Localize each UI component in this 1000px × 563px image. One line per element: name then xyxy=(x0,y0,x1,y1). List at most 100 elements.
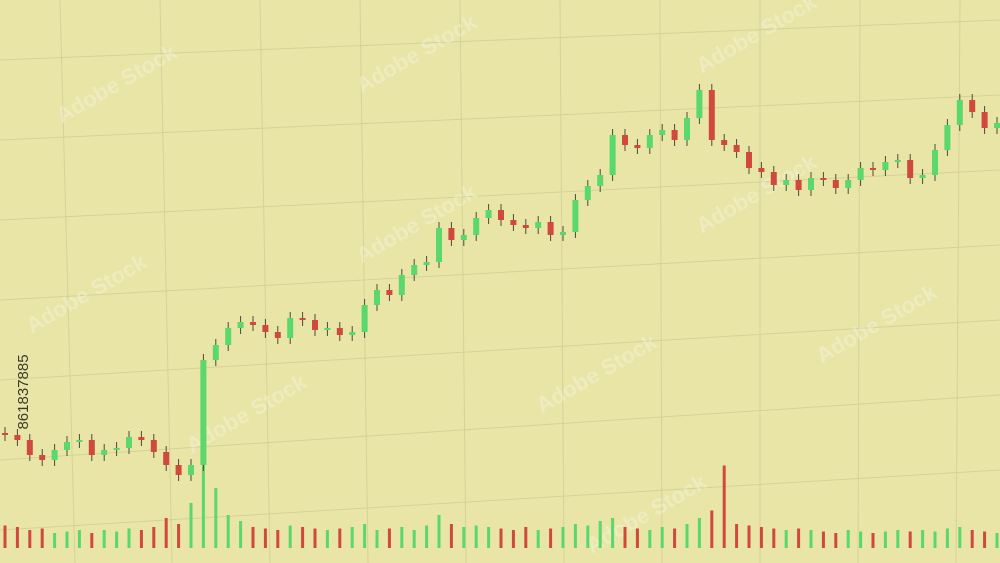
volume-bar xyxy=(301,527,305,548)
candle-body xyxy=(460,235,467,240)
candle-body xyxy=(721,140,728,145)
volume-bar xyxy=(462,527,466,548)
candle-body xyxy=(200,360,207,465)
volume-bar xyxy=(263,528,267,548)
candle-body xyxy=(39,455,46,460)
volume-bar xyxy=(747,525,751,548)
candle-body xyxy=(733,145,740,152)
volume-bar xyxy=(821,531,825,548)
candle-body xyxy=(2,433,8,435)
volume-bar xyxy=(338,528,342,548)
candle-body xyxy=(473,218,480,235)
volume-bar xyxy=(102,530,106,548)
volume-bar xyxy=(797,528,801,548)
candle-body xyxy=(770,172,777,185)
volume-bar xyxy=(487,527,491,548)
candle-body xyxy=(485,210,492,218)
volume-bar xyxy=(276,530,280,548)
volume-bar xyxy=(511,530,515,548)
candle-body xyxy=(88,440,95,455)
volume-bar xyxy=(412,530,416,548)
watermark: Adobe Stock xyxy=(352,9,482,98)
volume-bar xyxy=(164,518,168,548)
candle-body xyxy=(101,450,108,455)
volume-bar xyxy=(611,518,615,548)
volume-bar xyxy=(995,533,999,548)
candle-body xyxy=(225,328,232,345)
volume-bar xyxy=(350,527,354,548)
volume-bar xyxy=(251,527,255,548)
volume-bar xyxy=(759,527,763,548)
volume-bar xyxy=(214,488,218,548)
candle-body xyxy=(51,450,58,460)
volume-bar xyxy=(239,521,243,548)
volume-bar xyxy=(15,527,19,548)
volume-bar xyxy=(958,527,962,548)
volume-bar xyxy=(635,528,639,548)
volume-bar xyxy=(933,531,937,548)
candle-body xyxy=(522,225,529,228)
volume-bar xyxy=(288,525,292,548)
volume-bar xyxy=(152,527,156,548)
candle-body xyxy=(981,112,988,128)
volume-bar xyxy=(3,525,7,548)
volume-bar xyxy=(437,515,441,548)
candle-body xyxy=(436,228,442,262)
candle-body xyxy=(361,305,368,332)
volume-bar xyxy=(115,531,119,548)
volume-bar xyxy=(226,515,230,548)
candle-body xyxy=(312,320,318,330)
volume-bar xyxy=(425,525,429,548)
volume-bar xyxy=(449,524,453,548)
candle-body xyxy=(708,90,715,140)
candle-body xyxy=(64,442,70,450)
candle-body xyxy=(671,130,678,140)
candle-body xyxy=(510,220,517,225)
volume-bar xyxy=(983,531,987,548)
volume-bar xyxy=(697,518,701,548)
volume-bar xyxy=(77,530,81,548)
candle-body xyxy=(423,262,430,265)
volume-bar xyxy=(90,533,94,548)
volume-bar xyxy=(722,465,726,548)
volume-bar xyxy=(201,420,205,548)
watermark: Adobe Stock xyxy=(22,249,152,338)
candle-body xyxy=(646,135,653,148)
candle-body xyxy=(262,325,269,332)
candle-body xyxy=(175,465,182,475)
volume-bar xyxy=(648,530,652,548)
volume-bar xyxy=(189,503,193,548)
candle-body xyxy=(448,228,455,240)
candle-body xyxy=(994,123,1000,128)
candle-body xyxy=(857,168,864,180)
volume-bar xyxy=(809,530,813,548)
candle-body xyxy=(535,222,542,228)
candle-body xyxy=(237,322,244,328)
candle-body xyxy=(163,452,170,465)
volume-bar xyxy=(586,525,590,548)
candle-body xyxy=(584,186,591,200)
volume-bar xyxy=(536,530,540,548)
volume-bar xyxy=(139,530,143,548)
volume-bar xyxy=(127,528,131,548)
volume-bar xyxy=(549,528,553,548)
candle-body xyxy=(287,318,294,338)
volume-bar xyxy=(735,524,739,548)
candle-body xyxy=(14,435,21,440)
volume-bar xyxy=(859,531,863,548)
candle-body xyxy=(832,180,839,188)
volume-bar xyxy=(846,530,850,548)
volume-bar xyxy=(834,533,838,548)
candle-body xyxy=(498,210,504,220)
watermark: Adobe Stock xyxy=(692,149,822,238)
candle-body xyxy=(299,318,306,320)
watermark: Adobe Stock xyxy=(692,0,822,78)
stock-id: 861837885 xyxy=(15,354,32,429)
candle-body xyxy=(349,332,356,335)
volume-bar xyxy=(772,528,776,548)
candle-body xyxy=(212,345,219,360)
candle-body xyxy=(758,168,765,172)
candle-body xyxy=(894,160,901,162)
